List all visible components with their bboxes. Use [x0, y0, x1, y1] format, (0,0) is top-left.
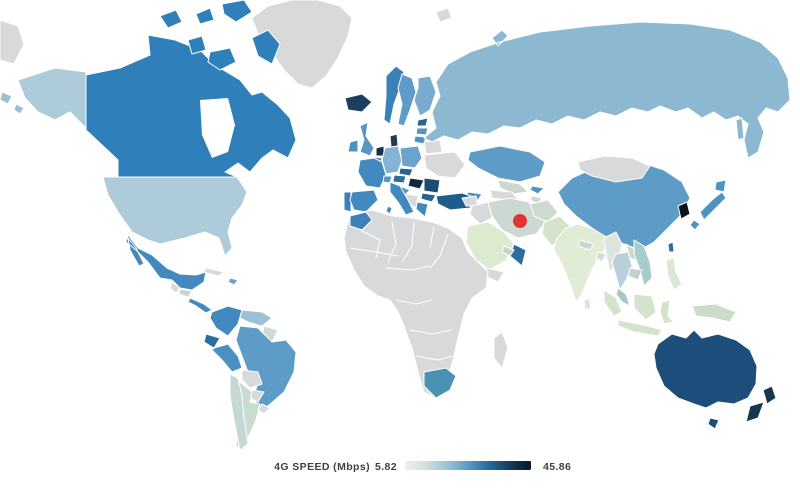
country-colombia[interactable]: [210, 306, 242, 336]
country-united-kingdom[interactable]: [360, 122, 374, 156]
country-peru[interactable]: [212, 344, 242, 372]
country-kazakhstan[interactable]: [468, 146, 545, 182]
country-hungary[interactable]: [408, 178, 424, 189]
country-australia[interactable]: [654, 330, 757, 429]
country-vietnam[interactable]: [634, 240, 652, 286]
country-cambodia[interactable]: [628, 268, 642, 280]
country-afghanistan[interactable]: [530, 200, 558, 222]
country-brazil[interactable]: [236, 326, 296, 408]
country-nepal[interactable]: [578, 240, 594, 250]
country-malaysia[interactable]: [616, 288, 630, 306]
country-svalbard[interactable]: [436, 8, 452, 22]
country-norway[interactable]: [384, 66, 404, 124]
country-arctic-wrap[interactable]: [0, 20, 24, 64]
country-ecuador[interactable]: [204, 334, 220, 348]
country-finland[interactable]: [414, 76, 436, 116]
country-japan[interactable]: [690, 180, 726, 230]
country-venezuela[interactable]: [240, 310, 272, 326]
country-spain[interactable]: [350, 190, 378, 212]
country-sri-lanka[interactable]: [584, 298, 591, 310]
country-netherlands[interactable]: [376, 146, 384, 156]
legend-gradient-bar: [405, 461, 531, 470]
country-greece[interactable]: [416, 202, 428, 217]
legend: 4G SPEED (Mbps) 5.82 45.86: [274, 461, 571, 473]
country-alaska[interactable]: [18, 68, 86, 128]
country-sweden[interactable]: [398, 74, 416, 126]
country-cuba[interactable]: [204, 268, 224, 276]
country-romania[interactable]: [424, 178, 440, 193]
country-mongolia[interactable]: [578, 156, 650, 182]
country-ukraine[interactable]: [424, 152, 465, 178]
country-russia[interactable]: [424, 22, 790, 158]
country-indonesia[interactable]: [604, 290, 674, 336]
red-dot-marker[interactable]: [513, 214, 527, 228]
country-austria[interactable]: [393, 175, 406, 183]
country-uae[interactable]: [502, 246, 514, 256]
country-oman[interactable]: [510, 244, 526, 266]
country-hispaniola[interactable]: [228, 278, 238, 285]
world-map-countries: [0, 0, 790, 450]
country-saudi-arabia[interactable]: [466, 222, 514, 270]
country-chile[interactable]: [230, 374, 248, 450]
country-portugal[interactable]: [344, 192, 351, 212]
country-germany[interactable]: [382, 146, 402, 174]
country-guatemala[interactable]: [170, 282, 180, 293]
country-ireland[interactable]: [348, 140, 358, 152]
country-morocco[interactable]: [350, 212, 372, 230]
country-south-africa[interactable]: [424, 368, 456, 398]
country-taiwan[interactable]: [668, 242, 674, 252]
country-yemen[interactable]: [486, 268, 504, 282]
country-honduras[interactable]: [179, 289, 192, 297]
country-latvia[interactable]: [416, 128, 428, 135]
africa-internal-borders: [350, 222, 452, 360]
country-estonia[interactable]: [417, 118, 428, 126]
country-panama[interactable]: [188, 298, 212, 313]
country-mexico[interactable]: [126, 235, 206, 290]
country-iraq[interactable]: [470, 202, 492, 224]
country-usa[interactable]: [103, 177, 247, 256]
hudson-bay-water: [200, 98, 235, 158]
country-new-zealand[interactable]: [746, 386, 776, 422]
country-czechia[interactable]: [399, 168, 413, 176]
country-belarus[interactable]: [424, 140, 442, 154]
country-canada-arctic-islands[interactable]: [160, 0, 280, 70]
country-poland[interactable]: [400, 146, 422, 168]
country-bolivia[interactable]: [242, 370, 262, 388]
country-aleutian-islands[interactable]: [0, 92, 24, 114]
country-uruguay[interactable]: [258, 404, 270, 414]
country-denmark[interactable]: [390, 134, 398, 147]
country-uzbekistan[interactable]: [498, 180, 528, 194]
country-madagascar[interactable]: [494, 332, 508, 368]
country-south-korea[interactable]: [678, 202, 690, 219]
country-philippines[interactable]: [666, 258, 682, 290]
country-kyrgyzstan[interactable]: [530, 186, 544, 194]
legend-min-value: 5.82: [375, 461, 397, 473]
country-bangladesh[interactable]: [596, 252, 606, 262]
legend-max-value: 45.86: [543, 461, 571, 473]
legend-label: 4G SPEED (Mbps): [274, 461, 370, 473]
country-iceland[interactable]: [345, 94, 372, 112]
country-india[interactable]: [554, 224, 608, 302]
country-bulgaria[interactable]: [421, 193, 436, 202]
country-france[interactable]: [358, 158, 386, 188]
country-new-guinea[interactable]: [692, 304, 736, 322]
